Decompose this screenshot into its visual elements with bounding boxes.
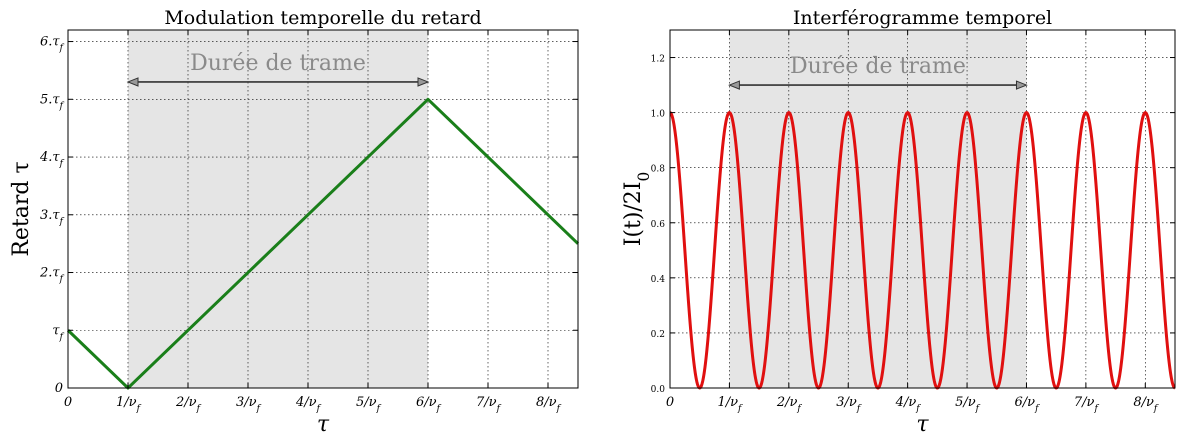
arrow-head-right [417,77,430,87]
y-tick-label: 4.τf [39,150,65,169]
x-tick-label: 1/νf [116,395,142,414]
series-line-1 [668,111,1177,390]
chart-panel-2: Durée de trame 0 1/νf 2/νf 3/νf 4/νf 5/νf 6/νf 7… [621,7,1177,436]
axes-frame [669,29,1176,389]
y-tick-label: 0.6 [651,220,666,230]
y-tick-label: 0.0 [651,385,666,395]
x-tick-label: 6/νf [1015,395,1041,414]
x-tick-label: 6/νf [416,395,442,414]
frame-duration-label: Durée de trame [190,51,366,76]
arrow-head-right [1015,80,1028,90]
x-tick-label: 3/νf [836,395,862,414]
x-tick-label: 2/νf [175,395,202,414]
y-axis-label: I(t)/2I0 [621,172,653,247]
y-tick-label: 0 [55,381,63,396]
x-tick-label: 7/νf [476,395,502,414]
y-tick-label: 1.2 [651,55,665,65]
y-tick-label: 0.4 [651,275,666,285]
x-tick-label: 0 [666,395,674,410]
x-tick-label: 2/νf [776,395,803,414]
x-tick-label: 4/νf [295,395,322,414]
frame-duration-label: Durée de trame [790,54,966,79]
y-axis-label: Retard τ [9,161,34,256]
x-tick-label: 5/νf [955,395,981,414]
series-line-1 [66,97,580,390]
y-tick-label: 1.0 [651,110,666,120]
x-tick-label: 1/νf [717,395,743,414]
shaded-frame-region [729,30,1027,388]
x-tick-label: 4/νf [895,395,922,414]
x-tick-label: 8/νf [536,395,562,414]
arrow-head-left [126,77,139,87]
x-axis-label: τ [317,412,330,436]
x-tick-label: 7/νf [1074,395,1100,414]
x-axis-label: τ [916,412,929,436]
arrow-head-left [728,80,740,90]
chart-title: Interférogramme temporel [793,7,1052,29]
x-tick-label: 3/νf [236,395,262,414]
y-tick-label: 0.8 [651,165,666,175]
y-tick-label: 0.2 [651,330,665,340]
x-tick-label: 0 [64,395,72,410]
chart-title: Modulation temporelle du retard [164,7,481,29]
y-tick-label: 6.τf [40,35,65,54]
y-tick-label: 3.τf [40,208,65,227]
y-tick-label: 5.τf [40,92,65,111]
shaded-frame-region [128,30,428,388]
axes-frame [67,29,579,389]
y-tick-label: 2.τf [39,266,65,285]
y-tick-label: τf [52,323,64,342]
chart-panel-1: Durée de trame 0 1/νf 2/νf 3/νf 4/νf 5/νf 6/νf 7… [9,7,580,436]
x-tick-label: 8/νf [1133,395,1159,414]
x-tick-label: 5/νf [356,395,382,414]
